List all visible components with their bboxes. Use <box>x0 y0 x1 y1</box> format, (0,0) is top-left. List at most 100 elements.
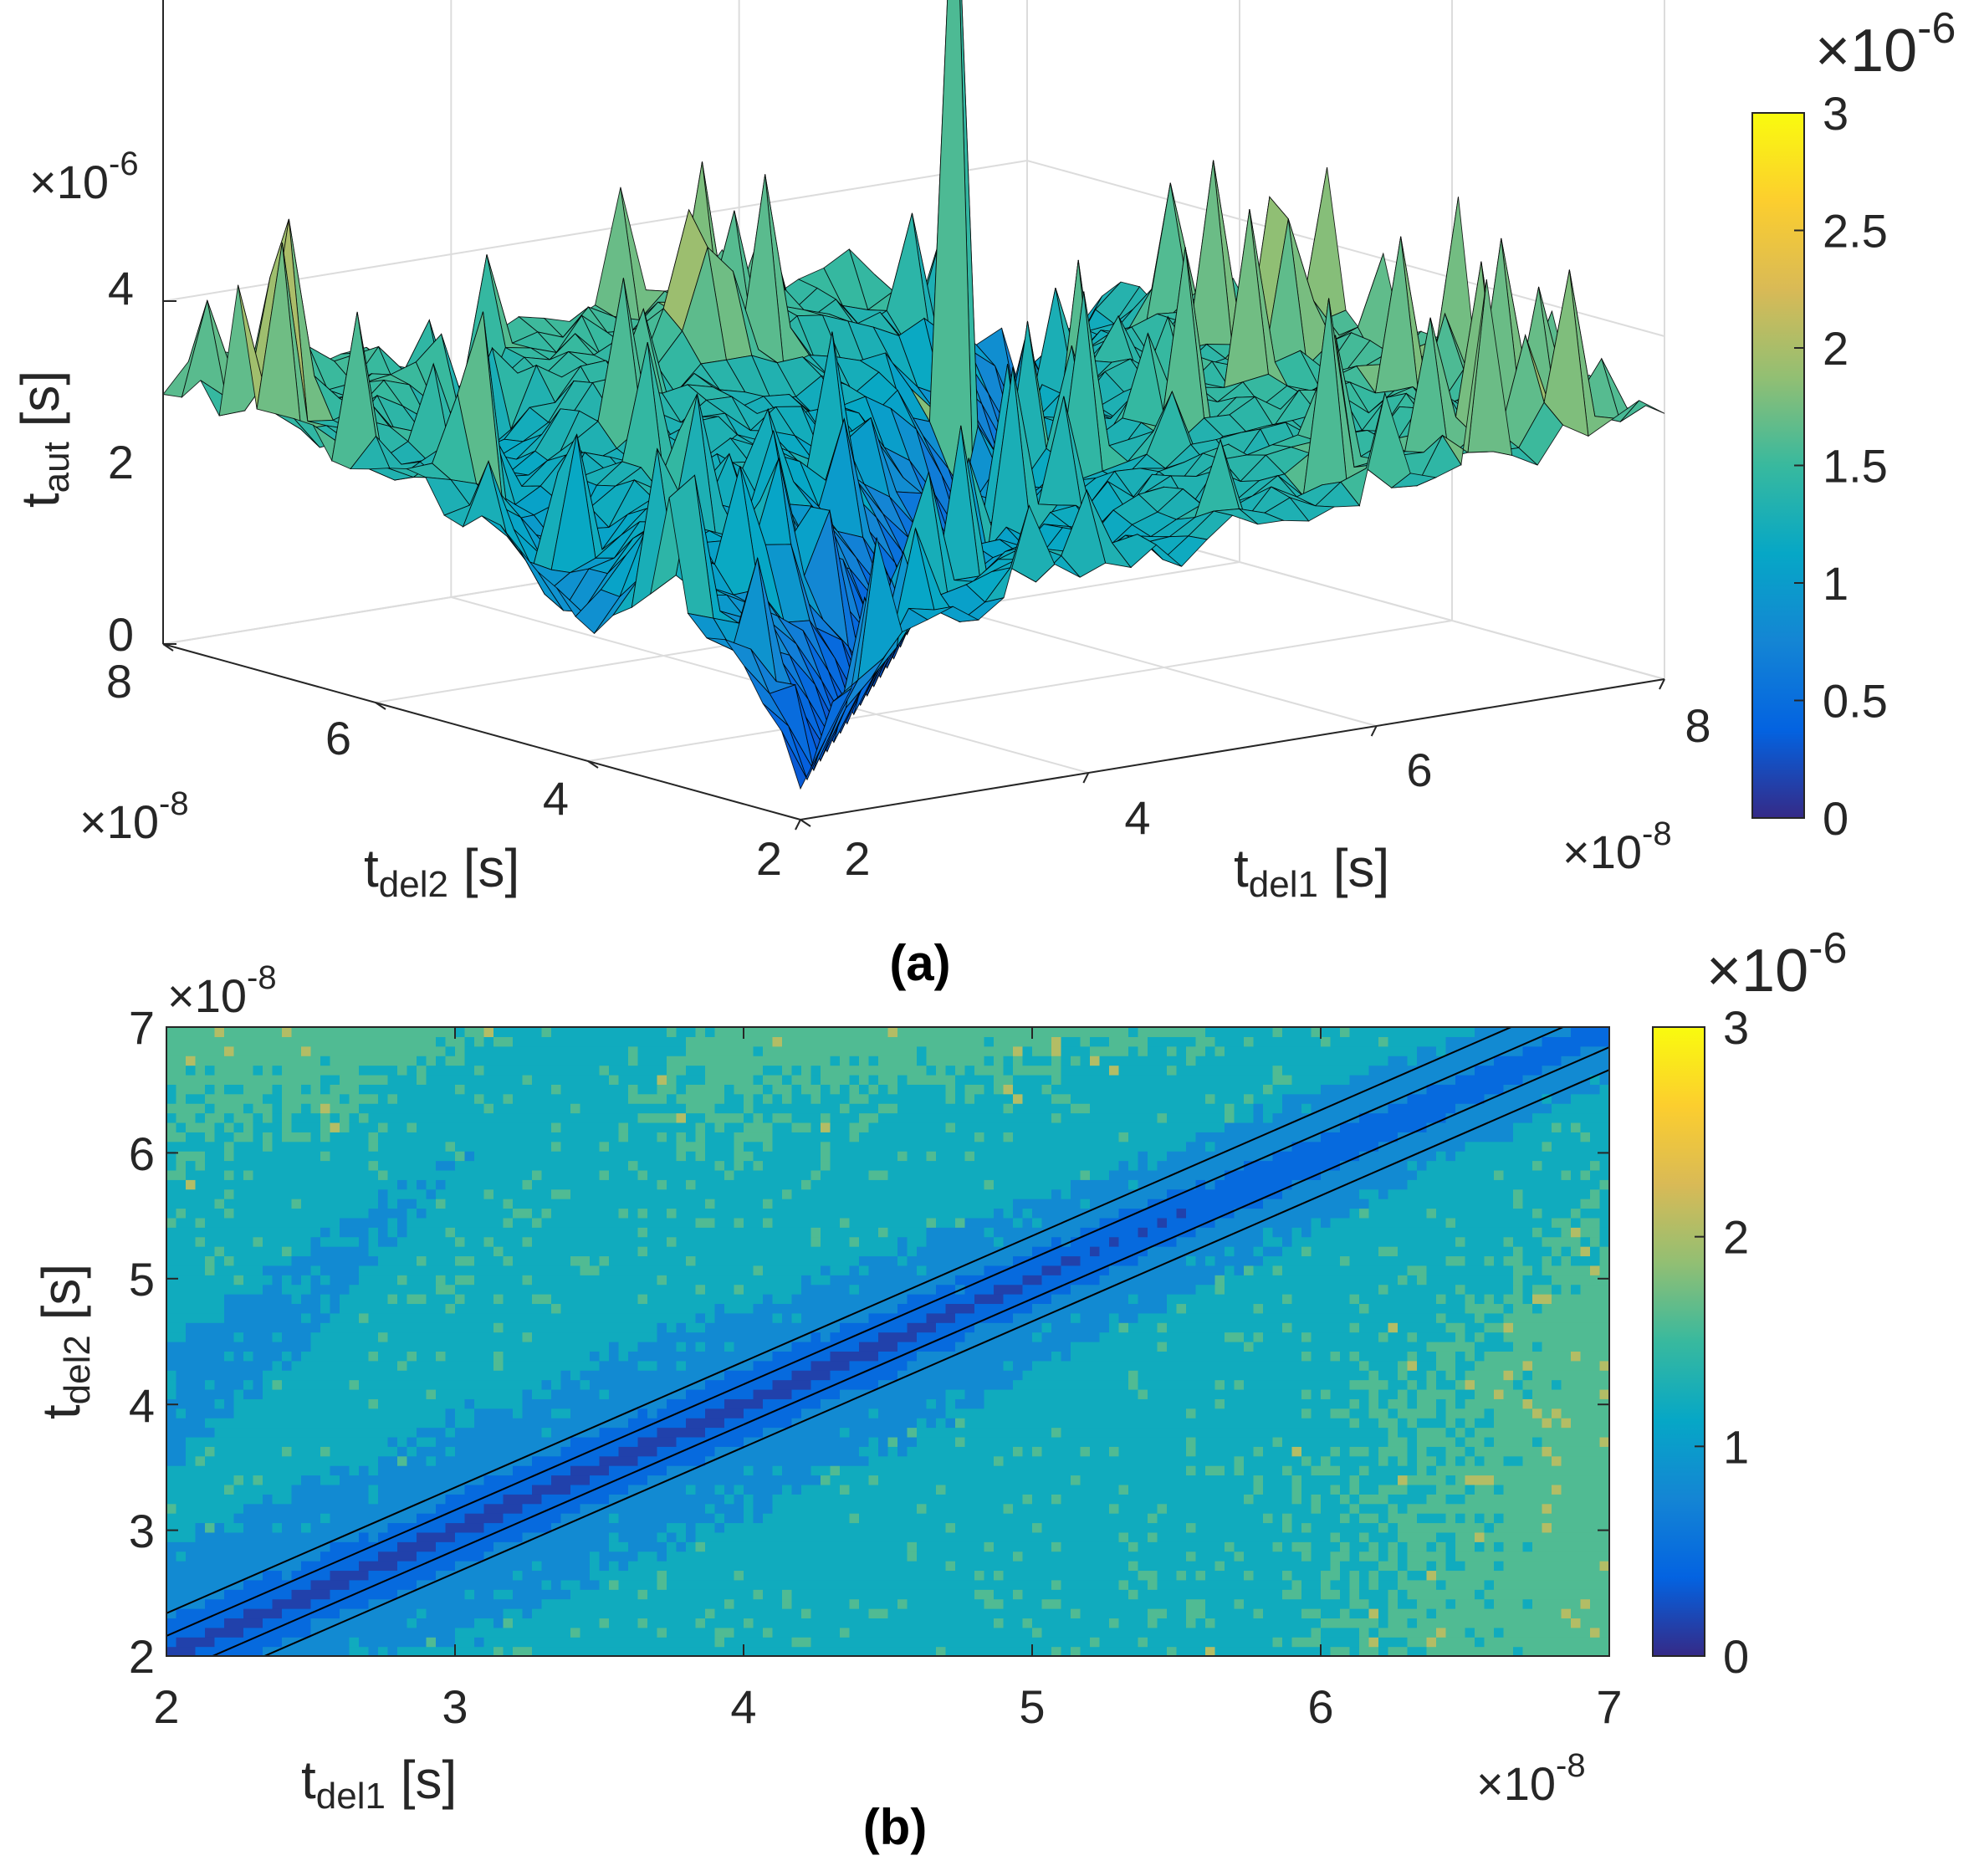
contour-cell <box>637 1056 648 1066</box>
contour-cell <box>378 1531 389 1542</box>
contour-cell <box>560 1312 571 1323</box>
contour-cell <box>417 1388 427 1399</box>
contour-cell <box>349 1646 360 1656</box>
contour-cell <box>349 1255 360 1266</box>
contour-cell <box>580 1122 591 1132</box>
contour-cell <box>359 1065 370 1076</box>
contour-cell <box>714 1475 725 1485</box>
contour-cell <box>176 1522 187 1533</box>
contour-cell <box>233 1551 244 1562</box>
contour-cell <box>628 1284 639 1295</box>
contour-cell <box>214 1351 225 1362</box>
contour-cell <box>522 1541 533 1552</box>
contour-cell <box>570 1312 581 1323</box>
contour-cell <box>301 1322 312 1333</box>
contour-cell <box>599 1570 610 1581</box>
contour-cell <box>513 1513 524 1524</box>
contour-cell <box>166 1436 177 1447</box>
contour-cell <box>483 1027 494 1037</box>
contour-cell <box>359 1427 370 1438</box>
contour-cell <box>551 1637 562 1648</box>
contour-cell <box>320 1484 331 1495</box>
contour-cell <box>233 1132 244 1142</box>
contour-cell <box>570 1570 581 1581</box>
contour-cell <box>340 1093 350 1104</box>
contour-cell <box>310 1141 321 1152</box>
contour-cell <box>368 1284 379 1295</box>
contour-cell <box>368 1455 379 1466</box>
contour-cell <box>195 1541 206 1552</box>
contour-cell <box>368 1227 379 1238</box>
contour-cell <box>590 1332 601 1342</box>
contour-cell <box>368 1084 379 1095</box>
contour-cell <box>464 1303 475 1314</box>
contour-cell <box>445 1303 456 1314</box>
contour-cell <box>397 1141 408 1152</box>
contour-cell <box>695 1379 706 1390</box>
contour-cell <box>291 1074 302 1085</box>
contour-cell <box>637 1494 648 1505</box>
contour-cell <box>590 1475 601 1485</box>
contour-cell <box>368 1265 379 1275</box>
contour-cell <box>590 1141 601 1152</box>
contour-cell <box>513 1275 524 1286</box>
contour-cell <box>330 1332 340 1342</box>
contour-cell <box>301 1427 312 1438</box>
contour-cell <box>676 1027 687 1037</box>
contour-cell <box>714 1608 725 1619</box>
contour-cell <box>359 1056 370 1066</box>
contour-cell <box>166 1579 177 1590</box>
contour-cell <box>637 1294 648 1305</box>
contour-cell <box>330 1360 340 1371</box>
contour-cell <box>417 1151 427 1162</box>
contour-cell <box>513 1465 524 1476</box>
contour-cell <box>282 1351 293 1362</box>
contour-cell <box>483 1379 494 1390</box>
contour-cell <box>263 1122 274 1132</box>
contour-cell <box>445 1455 456 1466</box>
contour-cell <box>176 1627 187 1638</box>
contour-cell <box>599 1132 610 1142</box>
contour-cell <box>667 1598 678 1609</box>
contour-cell <box>705 1322 716 1333</box>
contour-cell <box>580 1141 591 1152</box>
contour-cell <box>320 1646 331 1656</box>
contour-cell <box>628 1188 639 1199</box>
contour-cell <box>407 1570 417 1581</box>
contour-cell <box>387 1322 398 1333</box>
contour-cell <box>474 1236 485 1247</box>
contour-cell <box>455 1284 466 1295</box>
contour-cell <box>224 1579 235 1590</box>
contour-cell <box>474 1455 485 1466</box>
contour-cell <box>483 1303 494 1314</box>
contour-cell <box>243 1579 254 1590</box>
contour-cell <box>455 1151 466 1162</box>
contour-cell <box>667 1303 678 1314</box>
contour-cell <box>291 1360 302 1371</box>
contour-cell <box>609 1598 620 1609</box>
contour-cell <box>445 1199 456 1209</box>
contour-cell <box>263 1084 274 1095</box>
contour-cell <box>609 1188 620 1199</box>
contour-cell <box>637 1522 648 1533</box>
contour-cell <box>407 1503 417 1514</box>
contour-cell <box>551 1132 562 1142</box>
contour-cell <box>637 1570 648 1581</box>
contour-cell <box>243 1103 254 1114</box>
contour-cell <box>233 1475 244 1485</box>
contour-cell <box>570 1541 581 1552</box>
contour-cell <box>541 1332 552 1342</box>
contour-cell <box>455 1570 466 1581</box>
contour-cell <box>397 1627 408 1638</box>
contour-cell <box>282 1513 293 1524</box>
contour-cell <box>426 1284 437 1295</box>
contour-cell <box>464 1570 475 1581</box>
contour-cell <box>570 1217 581 1228</box>
contour-cell <box>426 1236 437 1247</box>
contour-cell <box>263 1036 274 1047</box>
contour-cell <box>618 1312 629 1323</box>
contour-cell <box>705 1608 716 1619</box>
contour-cell <box>263 1522 274 1533</box>
contour-cell <box>282 1598 293 1609</box>
contour-cell <box>214 1408 225 1419</box>
